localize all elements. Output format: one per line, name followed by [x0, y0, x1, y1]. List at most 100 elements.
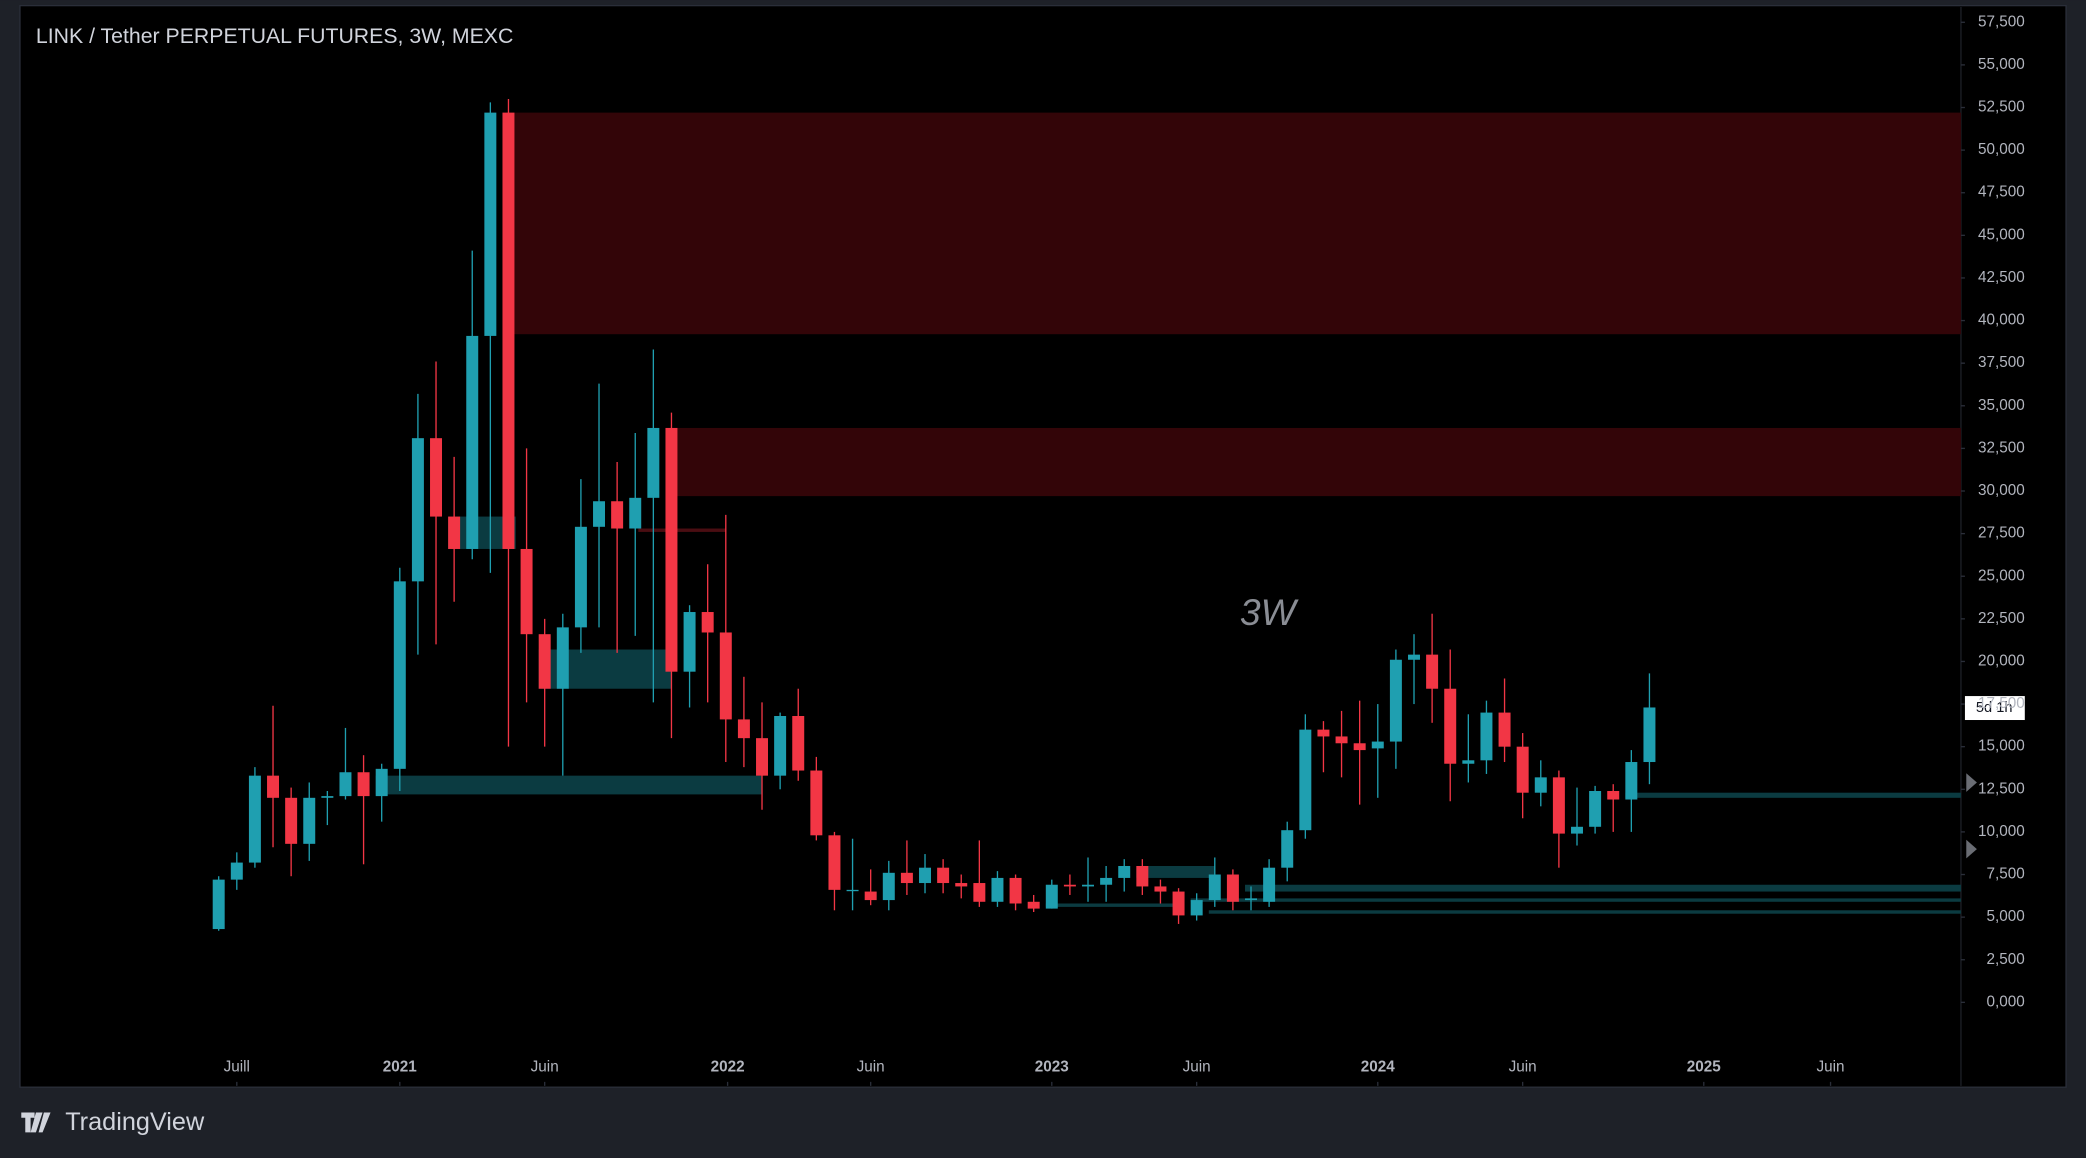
- x-tick-label: Juin: [1509, 1058, 1537, 1075]
- candle-body: [1190, 900, 1203, 916]
- zone: [502, 112, 1961, 335]
- candle-body: [647, 427, 660, 498]
- candle-body: [339, 772, 352, 797]
- candle-body: [321, 796, 334, 798]
- candle-body: [248, 775, 261, 863]
- zone: [1045, 903, 1179, 907]
- candle-body: [230, 862, 243, 880]
- candle-body: [846, 889, 859, 892]
- candle-body: [466, 335, 479, 549]
- candle-body: [1082, 884, 1094, 887]
- candle-body: [1389, 659, 1402, 742]
- candle-body: [1045, 884, 1058, 909]
- candle-body: [1353, 743, 1366, 751]
- plot: [212, 98, 1961, 931]
- candle-body: [484, 112, 497, 336]
- y-tick-label: 50,000: [1978, 141, 2025, 158]
- candle-body: [593, 501, 606, 527]
- candle-body: [1118, 865, 1131, 878]
- candle-body: [1462, 760, 1475, 764]
- candle-body: [538, 634, 551, 689]
- zone: [1190, 898, 1961, 902]
- candle-body: [756, 738, 769, 776]
- countdown-box: [1964, 696, 2025, 721]
- zone: [1245, 884, 1961, 892]
- candle-body: [1371, 741, 1384, 749]
- candle-body: [701, 612, 714, 633]
- candle-body: [828, 835, 841, 890]
- candle-body: [303, 797, 316, 844]
- candle-body: [393, 581, 406, 769]
- zone: [1625, 792, 1961, 798]
- candle-body: [1480, 712, 1493, 761]
- candle-body: [411, 438, 424, 582]
- candle-body: [1281, 830, 1294, 868]
- candle-body: [1136, 865, 1149, 887]
- x-tick-label: 2024: [1361, 1058, 1395, 1075]
- candle-body: [1335, 736, 1348, 744]
- candle-body: [1625, 762, 1638, 800]
- candle-body: [574, 526, 587, 628]
- chart-title: LINK / Tether PERPETUAL FUTURES, 3W, MEX…: [36, 24, 513, 48]
- candle-body: [810, 770, 823, 836]
- y-tick-label: 57,500: [1978, 13, 2025, 30]
- x-tick-label: Juin: [1817, 1058, 1845, 1075]
- candle-body: [357, 772, 370, 797]
- y-tick-label: 20,000: [1978, 652, 2025, 669]
- y-tick-label: 2,500: [1987, 951, 2025, 968]
- candle-body: [1426, 654, 1439, 689]
- candle-body: [1317, 729, 1330, 737]
- candle-body: [212, 879, 225, 930]
- candle-body: [448, 516, 461, 549]
- candle-body: [955, 883, 968, 887]
- y-tick-label: 27,500: [1978, 525, 2025, 542]
- candle-body: [792, 715, 805, 771]
- x-tick-label: Juin: [531, 1058, 559, 1075]
- marker: [1966, 773, 1977, 792]
- candle-body: [991, 877, 1004, 902]
- candle-body: [1009, 877, 1022, 904]
- y-tick-label: 42,500: [1978, 269, 2025, 286]
- candle-body: [719, 632, 732, 720]
- candle-body: [267, 775, 280, 798]
- marker: [1966, 839, 1977, 859]
- y-tick-label: 40,000: [1978, 312, 2025, 329]
- candle-body: [1516, 746, 1529, 793]
- candle-body: [285, 797, 298, 844]
- y-tick-label: 15,000: [1978, 738, 2025, 755]
- candle-body: [520, 548, 533, 635]
- zone: [375, 775, 763, 795]
- x-tick-label: 2022: [711, 1058, 745, 1075]
- y-tick-label: 22,500: [1978, 610, 2025, 627]
- y-tick-label: 30,000: [1978, 482, 2025, 499]
- candle-body: [1245, 898, 1257, 901]
- candle-body: [375, 768, 388, 797]
- x-tick-label: 2021: [383, 1058, 417, 1075]
- x-tick-label: Juin: [1183, 1058, 1211, 1075]
- x-tick-label: 2023: [1035, 1058, 1069, 1075]
- candle-body: [1571, 826, 1583, 834]
- candle-body: [900, 872, 913, 884]
- y-tick-label: 47,500: [1978, 184, 2025, 201]
- x-tick-label: Juin: [857, 1058, 885, 1075]
- candle-body: [1534, 777, 1547, 793]
- candle-body: [1589, 790, 1602, 827]
- candle-body: [1100, 877, 1113, 885]
- zone: [638, 528, 726, 532]
- candle-body: [430, 438, 443, 517]
- candle-body: [1154, 886, 1167, 892]
- annotation: 3W: [1240, 591, 1300, 633]
- zone: [665, 427, 1961, 497]
- y-tick-label: 55,000: [1978, 56, 2025, 73]
- candle-body: [973, 883, 986, 902]
- y-tick-label: 45,000: [1978, 226, 2025, 243]
- logo-icon: [21, 1112, 51, 1133]
- y-tick-label: 10,000: [1978, 823, 2025, 840]
- y-tick-label: 0,000: [1987, 993, 2025, 1010]
- candle-body: [502, 112, 515, 549]
- y-tick-label: 35,000: [1978, 397, 2025, 414]
- y-tick-label: 5,000: [1987, 908, 2025, 925]
- y-tick-label: 25,000: [1978, 567, 2025, 584]
- countdown: 5d 1h: [1976, 700, 2013, 716]
